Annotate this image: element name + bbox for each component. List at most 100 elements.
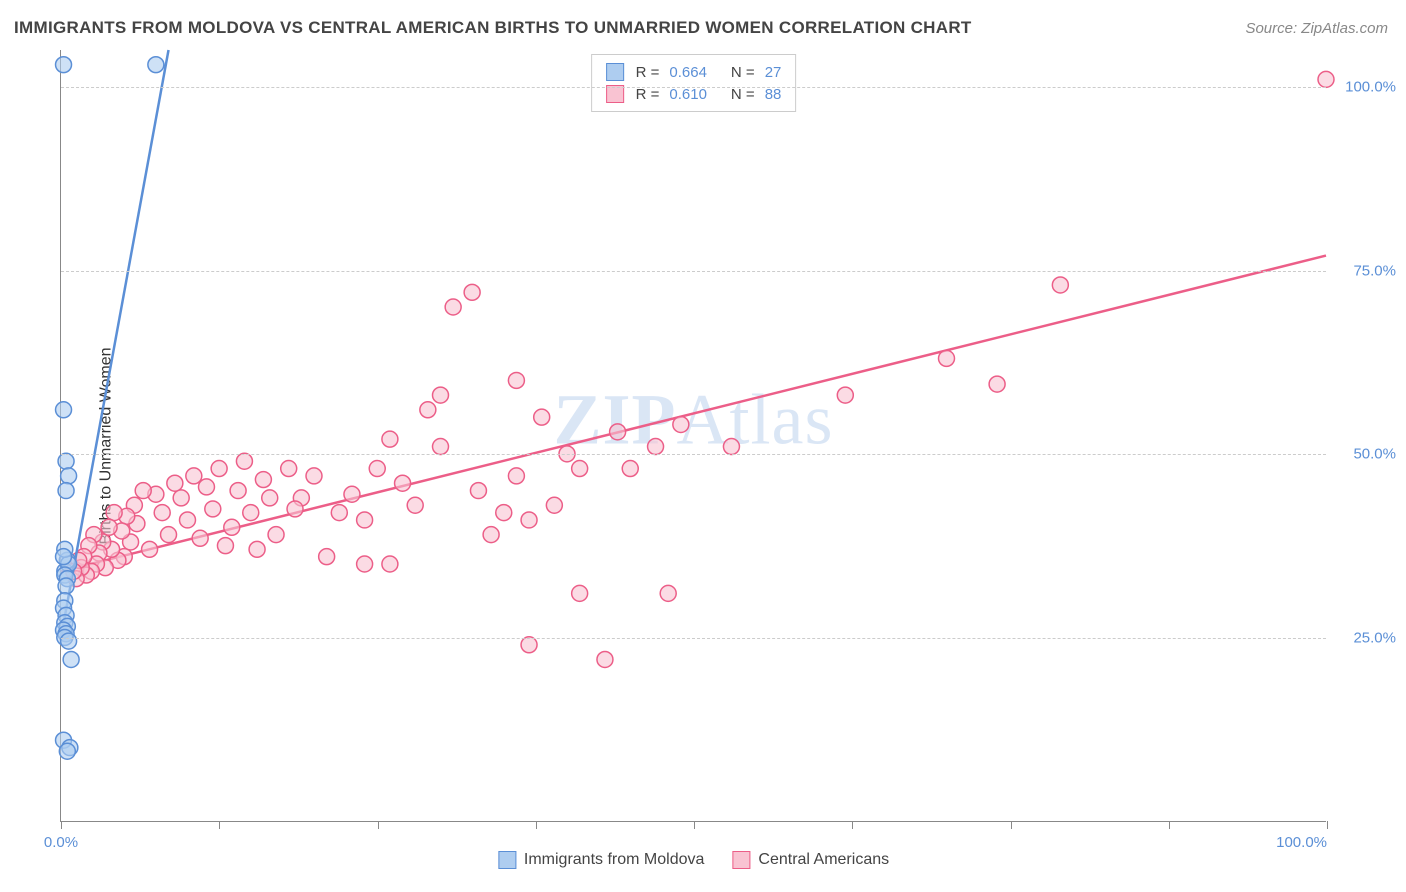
x-tick: [852, 821, 853, 829]
data-point: [198, 479, 214, 495]
data-point: [508, 468, 524, 484]
data-point: [281, 461, 297, 477]
x-tick: [219, 821, 220, 829]
data-point: [211, 461, 227, 477]
legend-r-value-central: 0.610: [669, 86, 707, 103]
data-point: [723, 439, 739, 455]
data-point: [161, 527, 177, 543]
data-point: [1052, 277, 1068, 293]
legend-label-central: Central Americans: [758, 851, 889, 869]
data-point: [262, 490, 278, 506]
legend-swatch-central-icon: [732, 851, 750, 869]
data-point: [597, 651, 613, 667]
data-point: [989, 376, 1005, 392]
legend-swatch-moldova-icon: [498, 851, 516, 869]
legend-swatch-moldova: [606, 63, 624, 81]
chart-container: IMMIGRANTS FROM MOLDOVA VS CENTRAL AMERI…: [0, 0, 1406, 892]
legend-label-moldova: Immigrants from Moldova: [524, 851, 705, 869]
data-point: [224, 519, 240, 535]
data-point: [58, 578, 74, 594]
data-point: [433, 439, 449, 455]
data-point: [369, 461, 385, 477]
legend-n-label: N =: [731, 86, 755, 103]
plot-area: ZIPAtlas R = 0.664 N = 27 R = 0.610 N = …: [60, 50, 1326, 822]
data-point: [648, 439, 664, 455]
x-tick: [378, 821, 379, 829]
legend-r-value-moldova: 0.664: [669, 64, 707, 81]
data-point: [255, 472, 271, 488]
data-point: [192, 530, 208, 546]
data-point: [464, 284, 480, 300]
data-point: [287, 501, 303, 517]
trend-line: [61, 256, 1326, 572]
x-tick: [1327, 821, 1328, 829]
data-point: [319, 549, 335, 565]
data-point: [673, 416, 689, 432]
data-point: [483, 527, 499, 543]
data-point: [610, 424, 626, 440]
data-point: [357, 512, 373, 528]
x-tick: [1011, 821, 1012, 829]
data-point: [186, 468, 202, 484]
data-point: [660, 585, 676, 601]
legend-r-label: R =: [636, 86, 660, 103]
data-point: [572, 585, 588, 601]
data-point: [445, 299, 461, 315]
data-point: [135, 483, 151, 499]
grid-line: [61, 87, 1326, 88]
x-tick-label: 100.0%: [1276, 834, 1327, 851]
data-point: [420, 402, 436, 418]
data-point: [56, 402, 72, 418]
data-point: [243, 505, 259, 521]
x-tick: [61, 821, 62, 829]
data-point: [382, 431, 398, 447]
data-point: [205, 501, 221, 517]
data-point: [217, 538, 233, 554]
data-point: [56, 549, 72, 565]
grid-line: [61, 271, 1326, 272]
y-tick-label: 100.0%: [1345, 78, 1396, 95]
grid-line: [61, 638, 1326, 639]
y-tick-label: 75.0%: [1353, 262, 1396, 279]
legend-row-moldova: R = 0.664 N = 27: [606, 61, 782, 83]
data-point: [622, 461, 638, 477]
legend-item-moldova: Immigrants from Moldova: [498, 851, 705, 869]
data-point: [236, 453, 252, 469]
y-tick-label: 25.0%: [1353, 630, 1396, 647]
data-point: [546, 497, 562, 513]
data-point: [58, 483, 74, 499]
data-point: [837, 387, 853, 403]
data-point: [1318, 71, 1334, 87]
data-point: [167, 475, 183, 491]
legend-series: Immigrants from Moldova Central American…: [498, 851, 889, 869]
data-point: [407, 497, 423, 513]
data-point: [180, 512, 196, 528]
y-tick-label: 50.0%: [1353, 446, 1396, 463]
data-point: [534, 409, 550, 425]
data-point: [61, 468, 77, 484]
data-point: [59, 743, 75, 759]
chart-title: IMMIGRANTS FROM MOLDOVA VS CENTRAL AMERI…: [14, 18, 972, 38]
data-point: [395, 475, 411, 491]
legend-n-value-moldova: 27: [765, 64, 782, 81]
data-point: [230, 483, 246, 499]
data-point: [331, 505, 347, 521]
data-point: [249, 541, 265, 557]
source-attribution: Source: ZipAtlas.com: [1245, 20, 1388, 37]
data-point: [268, 527, 284, 543]
legend-n-label: N =: [731, 64, 755, 81]
data-point: [357, 556, 373, 572]
data-point: [142, 541, 158, 557]
data-point: [148, 57, 164, 73]
data-point: [63, 651, 79, 667]
data-point: [101, 519, 117, 535]
legend-item-central: Central Americans: [732, 851, 889, 869]
data-point: [173, 490, 189, 506]
data-point: [154, 505, 170, 521]
legend-correlation: R = 0.664 N = 27 R = 0.610 N = 88: [591, 54, 797, 112]
data-point: [939, 350, 955, 366]
grid-line: [61, 454, 1326, 455]
legend-r-label: R =: [636, 64, 660, 81]
data-point: [508, 372, 524, 388]
data-point: [521, 512, 537, 528]
